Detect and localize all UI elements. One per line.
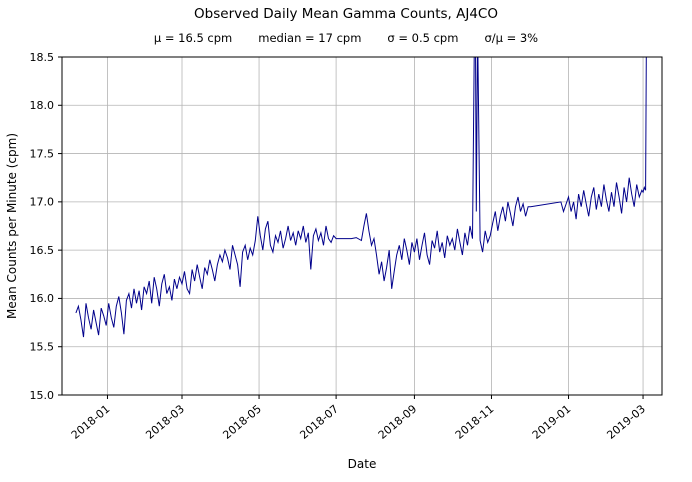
series-line — [75, 57, 647, 338]
y-axis-title: Mean Counts per Minute (cpm) — [5, 133, 19, 319]
plot-border — [61, 56, 663, 396]
y-tick-label: 18.0 — [30, 99, 55, 112]
x-tick-label: 2019-01 — [530, 402, 574, 442]
y-tick-label: 15.5 — [30, 341, 55, 354]
stat-median: median = 17 cpm — [258, 31, 362, 45]
y-tick-label: 15.0 — [30, 389, 55, 402]
x-tick-label: 2018-03 — [143, 402, 187, 442]
axis-labels: 15.0 15.5 16.0 16.5 17.0 17.5 18.0 18.5 2018-01 2… — [5, 51, 648, 471]
x-axis-title: Date — [348, 457, 377, 471]
stat-sigma: σ = 0.5 cpm — [387, 31, 459, 45]
stat-ratio: σ/μ = 3% — [484, 31, 539, 45]
stat-mean: μ = 16.5 cpm — [153, 31, 233, 45]
x-tick-label: 2018-11 — [453, 402, 497, 442]
y-tick-label: 17.5 — [30, 147, 55, 160]
x-tick-label: 2018-09 — [376, 402, 420, 442]
y-tick-label: 16.5 — [30, 244, 55, 257]
axis-ticks — [58, 56, 644, 399]
x-tick-label: 2018-07 — [297, 402, 341, 442]
x-tick-label: 2019-03 — [604, 402, 648, 442]
x-tick-label: 2018-05 — [220, 402, 264, 442]
chart-title: Observed Daily Mean Gamma Counts, AJ4CO — [194, 6, 498, 22]
y-tick-label: 17.0 — [30, 196, 55, 209]
x-tick-label: 2018-01 — [69, 402, 113, 442]
y-tick-label: 18.5 — [30, 51, 55, 64]
y-tick-label: 16.0 — [30, 292, 55, 305]
grid — [62, 56, 662, 396]
stats-subtitle: μ = 16.5 cpm median = 17 cpm σ = 0.5 cpm σ/… — [0, 31, 692, 45]
